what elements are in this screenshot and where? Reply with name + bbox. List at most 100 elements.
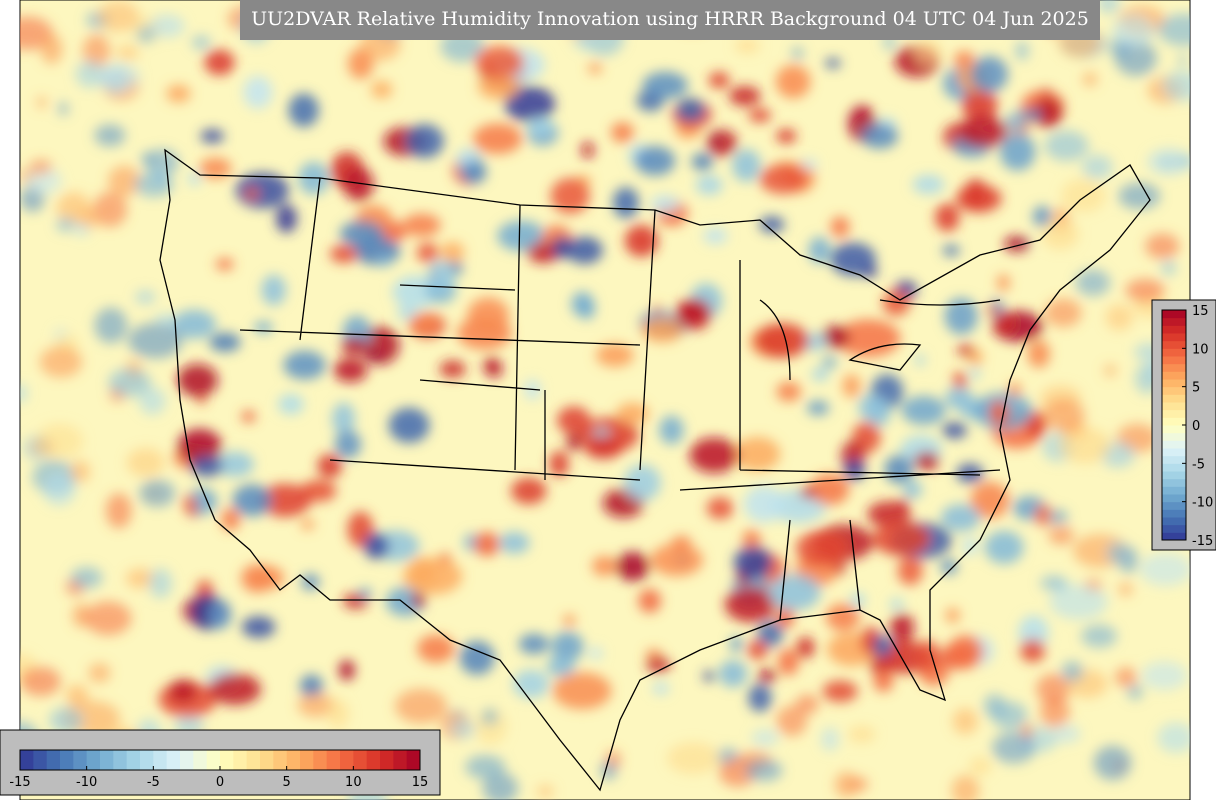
field-blob [915, 354, 925, 367]
field-blob [897, 556, 923, 586]
field-blob [914, 640, 940, 672]
field-blob [984, 530, 1024, 564]
field-blob [339, 220, 384, 247]
field-blob [1093, 745, 1132, 781]
field-blob [475, 45, 524, 78]
colorbar-segment [233, 750, 248, 770]
field-blob [477, 73, 519, 100]
field-blob [1178, 54, 1188, 67]
field-blob [834, 771, 859, 798]
colorbar-segment [140, 750, 154, 770]
field-blob [29, 159, 53, 174]
field-blob [595, 343, 634, 367]
field-blob [615, 551, 650, 582]
field-blob [405, 123, 444, 159]
tick-label: -5 [147, 775, 160, 790]
colorbar-segment [1162, 317, 1186, 326]
field-blob [566, 236, 603, 264]
colorbar-segment [313, 750, 328, 770]
field-blob [642, 71, 688, 99]
field-blob [300, 518, 315, 530]
field-blob [518, 633, 550, 655]
field-blob [134, 171, 174, 198]
field-blob [955, 184, 1002, 213]
field-blob [1118, 182, 1161, 210]
field-blob [208, 673, 261, 706]
field-blob [56, 217, 75, 233]
colorbar-segment [1162, 325, 1186, 334]
tick-label: 0 [216, 775, 224, 790]
field-blob [467, 297, 509, 334]
field-blob [728, 86, 761, 107]
field-blob [376, 255, 392, 267]
field-blob [708, 72, 730, 89]
field-blob [724, 586, 777, 623]
field-blob [332, 402, 355, 435]
tick-label: -10 [76, 775, 97, 790]
colorbar-segment [126, 750, 141, 770]
field-blob [689, 437, 739, 474]
field-blob [370, 80, 393, 99]
field-blob [812, 367, 829, 382]
field-blob [747, 640, 768, 660]
field-blob [116, 44, 139, 61]
horizontal-colorbar: -15 -10 -5 0 5 10 15 [9, 749, 428, 790]
field-blob [1027, 339, 1050, 368]
field-blob [199, 157, 232, 179]
colorbar-segment [1162, 417, 1186, 426]
field-blob [486, 363, 503, 378]
field-blob [997, 274, 1010, 292]
field-blob [338, 659, 355, 681]
field-blob [821, 325, 850, 349]
field-blob [867, 501, 911, 528]
field-blob [504, 86, 556, 122]
field-blob [148, 568, 173, 599]
field-blob [1081, 154, 1113, 180]
field-blob [549, 450, 569, 478]
field-blob [650, 195, 680, 213]
colorbar-segment [1162, 509, 1186, 518]
field-blob [901, 395, 947, 425]
colorbar-segment [273, 750, 288, 770]
field-blob [20, 384, 28, 403]
field-blob [952, 708, 978, 735]
field-blob [1020, 639, 1046, 663]
field-blob [536, 784, 554, 799]
field-blob [1145, 233, 1180, 260]
field-blob [734, 38, 760, 54]
field-blob [1025, 108, 1043, 121]
field-blob [88, 663, 111, 683]
vertical-colorbar: -15 -10 -5 0 5 10 15 [1161, 304, 1213, 549]
field-blob [676, 299, 707, 322]
field-blob [482, 772, 519, 800]
colorbar-segment [153, 750, 168, 770]
field-blob [991, 731, 1036, 764]
field-blob [588, 63, 602, 74]
field-blob [200, 129, 225, 144]
field-blob [600, 761, 617, 780]
field-blob [775, 64, 811, 99]
field-blob [126, 448, 165, 477]
field-blob [745, 759, 783, 782]
field-blob [551, 631, 584, 662]
field-blob [1058, 427, 1112, 464]
field-blob [70, 460, 90, 483]
field-blob [940, 558, 958, 575]
field-blob [278, 393, 304, 415]
tick-label: -15 [1192, 534, 1213, 549]
field-blob [822, 680, 858, 703]
colorbar-segment [1162, 455, 1186, 464]
field-blob [1176, 155, 1190, 168]
field-blob [105, 493, 132, 529]
colorbar-segment [1162, 356, 1186, 365]
field-blob [703, 670, 715, 682]
field-blob [1033, 97, 1063, 128]
colorbar-segment [1162, 494, 1186, 503]
tick-label: -15 [9, 775, 30, 790]
field-blob [641, 317, 683, 343]
field-blob [914, 451, 940, 471]
field-blob [552, 672, 612, 710]
field-blob [297, 693, 336, 718]
field-blob [232, 484, 272, 517]
